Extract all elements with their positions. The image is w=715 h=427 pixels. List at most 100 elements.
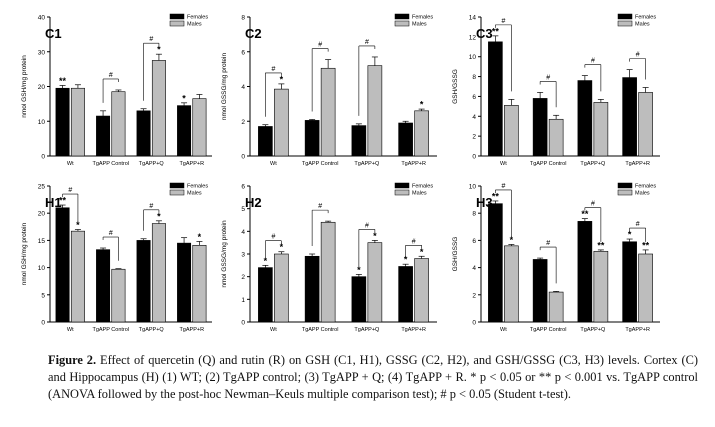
bar-females [304, 120, 320, 157]
panel-label: C2 [245, 26, 262, 41]
x-tick-label: TgAPP+Q [580, 327, 606, 333]
legend-label-females: Females [635, 15, 656, 21]
bar-males [192, 98, 207, 157]
bar-females [258, 267, 273, 323]
bar-females [177, 242, 192, 323]
x-tick-label: Wt [67, 161, 74, 167]
legend-swatch-males [394, 189, 410, 196]
bar-males [548, 118, 564, 157]
legend-label-males: Males [412, 191, 427, 197]
bar-males [111, 268, 126, 323]
legend-swatch-females [617, 13, 633, 20]
y-tick-label: 2 [472, 134, 476, 141]
y-tick-label: 8 [472, 74, 476, 81]
hash-mark: # [109, 72, 113, 79]
bar-males [111, 91, 126, 157]
y-tick-label: 20 [38, 211, 46, 218]
bar-females [55, 87, 70, 157]
bar-males [548, 291, 564, 323]
y-axis-label: nmol GSSG/mg protein [221, 220, 228, 288]
y-tick-label: 15 [38, 238, 46, 245]
caption-label: Figure 2. [48, 353, 97, 367]
x-tick-label: Wt [270, 161, 277, 167]
bar-males [414, 110, 429, 157]
bar-males [274, 253, 289, 323]
panel-h2: 0 1 2 3 4 5 6 nmol GSSG/mg protein H2 FemalesMale… [221, 182, 437, 333]
legend-swatch-females [394, 182, 410, 189]
x-tick-label: TgAPP+R [179, 161, 204, 167]
significance-star: * [420, 247, 424, 257]
bar-males [320, 221, 336, 323]
bar-females [532, 259, 548, 323]
hash-mark: # [318, 203, 322, 210]
bar-females [258, 126, 273, 157]
y-tick-label: 14 [469, 15, 477, 22]
bar-males [367, 242, 383, 323]
x-tick-label: TgAPP+R [401, 327, 426, 333]
x-tick-label: TgAPP Control [530, 327, 567, 333]
significance-star: * [280, 242, 284, 252]
legend-swatch-females [394, 13, 410, 20]
bar-females [577, 80, 593, 157]
significance-star: ** [597, 240, 605, 250]
y-tick-label: 10 [469, 184, 477, 191]
legend-swatch-males [394, 20, 410, 27]
bar-females [532, 98, 548, 157]
hash-mark: # [271, 234, 275, 241]
legend-label-females: Females [187, 184, 208, 190]
significance-star: ** [642, 240, 650, 250]
y-tick-label: 20 [38, 84, 46, 91]
panel-h1: 0 5 10 15 20 25 nmol GSH/mg protein H1 FemalesMa… [21, 182, 212, 333]
panel-label: H2 [245, 195, 262, 210]
significance-star: * [76, 220, 80, 230]
legend-label-males: Males [187, 22, 202, 28]
y-tick-label: 6 [241, 184, 245, 191]
hash-mark: # [546, 74, 550, 81]
y-tick-label: 2 [241, 274, 245, 281]
significance-star: * [373, 231, 377, 241]
bar-females [304, 255, 320, 323]
bar-males [320, 67, 336, 157]
significance-star: ** [59, 196, 67, 206]
y-tick-label: 6 [241, 49, 245, 56]
hash-mark: # [109, 230, 113, 237]
legend-label-females: Females [412, 184, 433, 190]
bar-females [577, 221, 593, 323]
x-tick-label: TgAPP+Q [139, 161, 165, 167]
legend-label-males: Males [635, 22, 650, 28]
significance-star: * [157, 45, 161, 55]
x-tick-label: Wt [500, 327, 507, 333]
y-tick-label: 30 [38, 49, 46, 56]
significance-star: ** [59, 76, 67, 86]
y-tick-label: 25 [38, 184, 46, 191]
hash-mark: # [412, 238, 416, 245]
x-tick-label: TgAPP+R [625, 327, 650, 333]
x-tick-label: TgAPP+R [401, 161, 426, 167]
significance-star: * [198, 232, 202, 242]
x-tick-label: Wt [270, 327, 277, 333]
hash-mark: # [318, 42, 322, 49]
panel-h3: 0246810GSH/GSSGH3FemalesMales***#Wt#TgAP… [452, 182, 660, 333]
legend-swatch-males [617, 20, 633, 27]
significance-star: * [357, 265, 361, 275]
bar-females [622, 77, 637, 157]
bar-females [398, 122, 413, 157]
x-tick-label: TgAPP Control [92, 161, 129, 167]
bar-males [593, 250, 609, 323]
x-tick-label: TgAPP+R [179, 327, 204, 333]
y-tick-label: 6 [472, 238, 476, 245]
significance-star: * [157, 211, 161, 221]
hash-mark: # [68, 187, 72, 194]
x-tick-label: TgAPP Control [302, 161, 339, 167]
y-tick-label: 10 [38, 119, 46, 126]
hash-mark: # [271, 66, 275, 73]
bar-females [136, 110, 151, 157]
significance-star: * [420, 100, 424, 110]
y-tick-label: 4 [472, 265, 476, 272]
panel-label: C1 [45, 26, 62, 41]
significance-star: ** [492, 191, 500, 201]
bar-males [70, 230, 85, 323]
hash-mark: # [636, 52, 640, 59]
